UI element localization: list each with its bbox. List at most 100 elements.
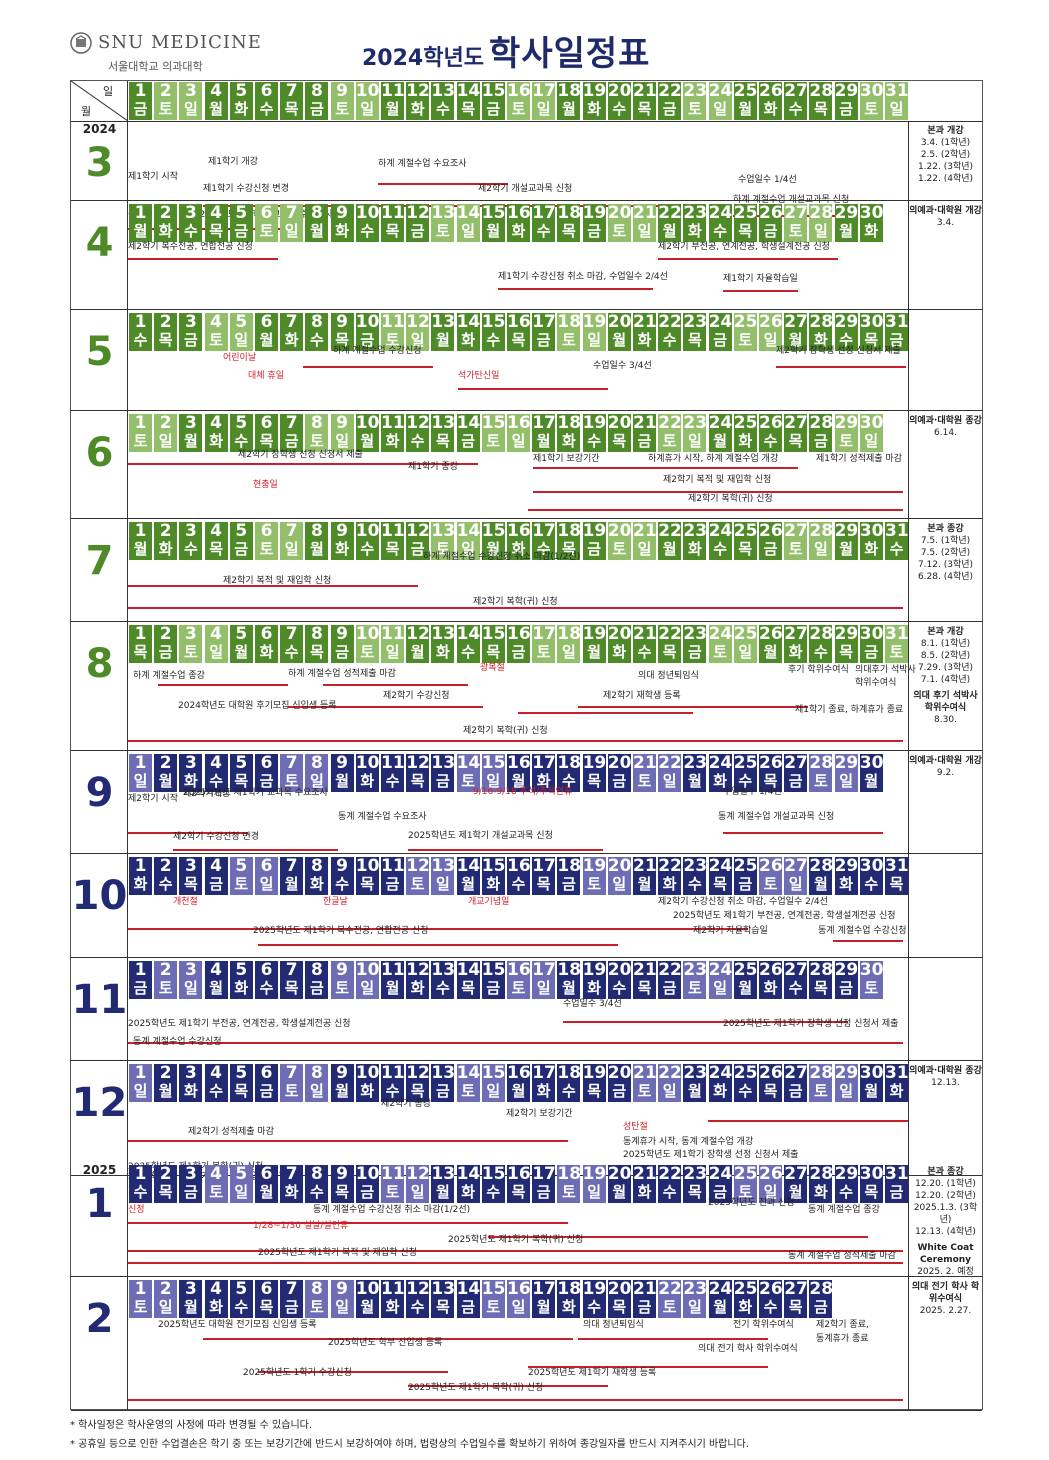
schedule-annotation: 신정 bbox=[128, 1205, 145, 1215]
day-weekday: 토 bbox=[763, 875, 778, 893]
month-row: 5 1 수 2 목 3 금 4 토 5 일 6 월 7 화 8 수 9 목 10 금 11 토 12 일 13 월 14 화 15 수 16 목… bbox=[71, 310, 982, 411]
day-number: 14 bbox=[456, 1063, 481, 1083]
day-number: 20 bbox=[607, 413, 632, 433]
day-cell: 21 금 bbox=[633, 1279, 657, 1318]
day-weekday: 월 bbox=[158, 1082, 173, 1100]
day-weekday: 금 bbox=[435, 772, 450, 790]
day-number: 13 bbox=[431, 312, 456, 332]
day-cell: 28 금 bbox=[809, 1280, 833, 1318]
day-number: 29 bbox=[834, 81, 859, 101]
day-weekday: 화 bbox=[486, 875, 501, 893]
month-number: 5 bbox=[85, 329, 114, 375]
day-number: 16 bbox=[507, 1063, 531, 1083]
day-number: 23 bbox=[683, 312, 708, 332]
day-cell: 18 금 bbox=[557, 857, 581, 895]
day-cell: 23 일 bbox=[683, 414, 707, 452]
day-number: 26 bbox=[759, 1063, 783, 1083]
day-number: 26 bbox=[759, 1164, 783, 1184]
day-cell: 13 목 bbox=[431, 414, 455, 452]
day-cell: 28 화 bbox=[809, 313, 833, 351]
day-number: 13 bbox=[431, 624, 456, 644]
day-weekday: 일 bbox=[158, 432, 173, 450]
day-weekday: 월 bbox=[309, 222, 324, 240]
day-number: 26 bbox=[759, 312, 783, 332]
day-cell: 25 토 bbox=[733, 1165, 757, 1203]
day-cell: 19 목 bbox=[582, 754, 606, 792]
day-cell: 31 금 bbox=[885, 1165, 909, 1203]
day-number: 10 bbox=[355, 856, 380, 876]
day-number: 18 bbox=[557, 81, 582, 101]
day-weekday: 화 bbox=[536, 772, 551, 790]
day-weekday: 수 bbox=[385, 1082, 400, 1100]
day-weekday: 목 bbox=[763, 1082, 778, 1100]
month-row: 2025 1 1 수 2 목 3 금 4 토 5 일 6 월 7 화 8 수 9 목 10 금 11 토 12 일 13 월 14 화 15… bbox=[71, 1162, 982, 1277]
schedule-annotation: 제1학기 종강 bbox=[408, 462, 458, 472]
day-weekday: 일 bbox=[788, 875, 803, 893]
month-body: 1 수 2 목 3 금 4 토 5 일 6 월 7 화 8 수 9 목 10 금 11 토 12 일 13 월 14 화 15 수 16 목 1… bbox=[128, 310, 909, 410]
day-weekday: 일 bbox=[587, 331, 601, 349]
day-weekday: 수 bbox=[183, 540, 198, 558]
day-cell: 15 화 bbox=[481, 857, 505, 895]
day-weekday: 토 bbox=[612, 222, 627, 240]
day-cell: 19 목 bbox=[582, 1064, 606, 1102]
day-number: 8 bbox=[310, 81, 323, 101]
day-cell: 22 토 bbox=[658, 414, 682, 452]
day-weekday: 화 bbox=[788, 643, 803, 661]
day-number: 2 bbox=[159, 1279, 172, 1299]
day-cell: 13 토 bbox=[431, 204, 455, 242]
day-number: 9 bbox=[336, 81, 349, 101]
day-cell: 24 금 bbox=[708, 1165, 732, 1203]
day-weekday: 수 bbox=[209, 1082, 223, 1100]
day-number: 11 bbox=[381, 312, 405, 332]
day-cell: 12 수 bbox=[406, 414, 430, 452]
day-number: 31 bbox=[885, 81, 909, 101]
day-weekday: 금 bbox=[385, 875, 400, 893]
day-number: 27 bbox=[784, 960, 808, 980]
day-cell: 20 금 bbox=[607, 1064, 631, 1102]
side-line: 1.22. (3학년) bbox=[917, 162, 974, 172]
schedule-bar bbox=[708, 1120, 908, 1122]
day-cell: 17 월 bbox=[532, 414, 556, 452]
schedule-bar bbox=[128, 607, 903, 609]
day-number: 29 bbox=[834, 521, 859, 541]
day-number: 4 bbox=[210, 960, 223, 980]
month-row: 9 1 일 2 월 3 화 4 수 5 목 6 금 7 토 8 일 9 월 10 화 11 수 12 목 13 금 14 토 15 일 16 월… bbox=[71, 751, 982, 854]
day-cell: 26 금 bbox=[759, 204, 783, 242]
day-number: 30 bbox=[859, 203, 884, 223]
day-weekday: 토 bbox=[435, 540, 450, 558]
month-side-notes: 본과 종강 7.5. (1학년) 7.5. (2학년) 7.12. (3학년) 6.28… bbox=[909, 519, 982, 621]
day-cell: 18 목 bbox=[557, 204, 581, 242]
day-weekday: 월 bbox=[788, 1183, 803, 1201]
header-day-cell: 22 금 bbox=[658, 82, 682, 120]
schedule-bar bbox=[128, 1399, 903, 1401]
day-number: 15 bbox=[481, 1164, 506, 1184]
schedule-annotation: 후기 학위수여식 bbox=[788, 665, 849, 675]
day-weekday: 금 bbox=[587, 222, 601, 240]
side-heading: 의예과·대학원 종강 bbox=[909, 416, 982, 426]
side-line: 12.20. (2학년) bbox=[915, 1191, 976, 1201]
day-weekday: 토 bbox=[864, 979, 879, 997]
month-body: 1 일 2 월 3 화 4 수 5 목 6 금 7 토 8 일 9 월 10 화 11 수 12 목 13 금 14 토 15 일 16 월 1… bbox=[128, 751, 909, 853]
day-weekday: 금 bbox=[410, 222, 425, 240]
day-weekday: 토 bbox=[511, 100, 526, 118]
day-number: 15 bbox=[481, 203, 506, 223]
day-number: 18 bbox=[557, 312, 582, 332]
day-cell: 17 수 bbox=[532, 522, 556, 560]
schedule-annotation: 동계 계절수업 수강신청 bbox=[818, 926, 907, 936]
day-number: 21 bbox=[633, 1279, 657, 1299]
day-weekday: 화 bbox=[687, 222, 702, 240]
day-number: 11 bbox=[381, 1279, 405, 1299]
day-weekday: 금 bbox=[763, 540, 778, 558]
header-day-cell: 25 월 bbox=[733, 82, 757, 120]
day-cell: 18 목 bbox=[557, 522, 581, 560]
day-number: 5 bbox=[235, 413, 248, 433]
